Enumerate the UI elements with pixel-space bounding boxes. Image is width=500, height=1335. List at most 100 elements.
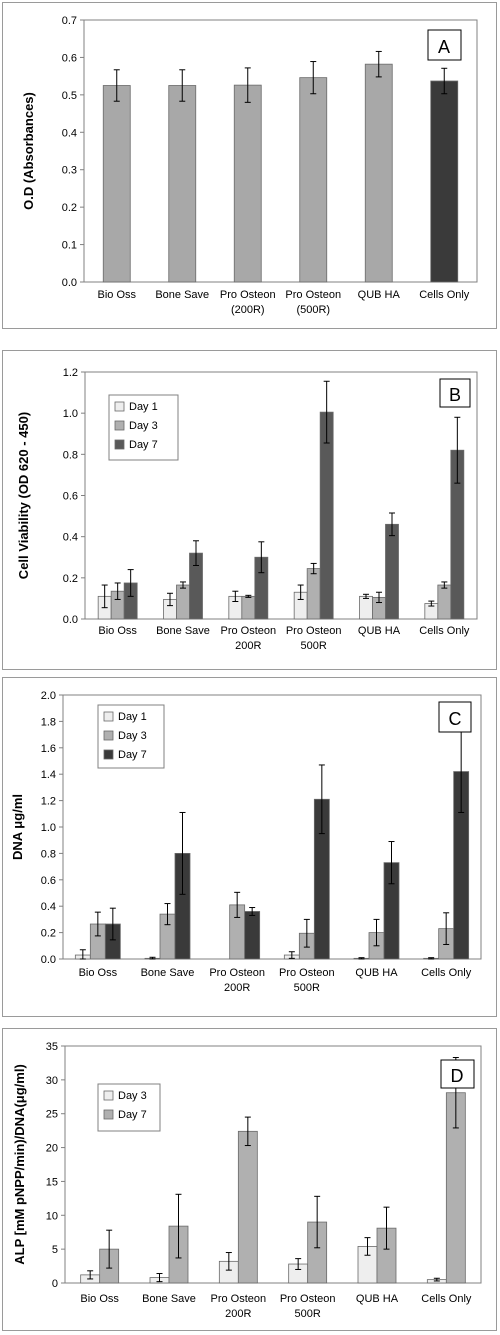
chart-c: 0.0 0.2 0.4 0.6 0.8 1.0 1.2 1.4 1.6 1.8 2.0 DNA μg/…: [10, 690, 482, 994]
bar: [233, 84, 262, 283]
x-tick-label: Pro Osteon 200R: [209, 967, 265, 994]
y-tick-label: 20: [46, 1143, 58, 1155]
plot-area: [83, 19, 478, 283]
x-tick-label: Bio Oss: [79, 967, 118, 979]
y-tick-label: 0.0: [62, 277, 77, 289]
chart-a: 0.0 0.1 0.2 0.3 0.4 0.5 0.6 0.7 O.D (Absorbances…: [21, 15, 478, 316]
bar: [385, 523, 399, 620]
y-axis-title: ALP [mM pNPP/min)/DNA(μg/ml): [12, 1064, 27, 1265]
legend-swatch: [103, 730, 114, 741]
x-tick-label: QUB HA: [358, 625, 401, 637]
bar: [102, 85, 131, 283]
y-tick-label: 0.4: [63, 532, 78, 544]
bar: [237, 1130, 258, 1284]
y-tick-label: 30: [46, 1075, 58, 1087]
y-tick-label: 0.8: [63, 449, 78, 461]
bar: [437, 584, 452, 620]
y-tick-label: 0.4: [41, 901, 56, 913]
y-tick-label: 1.2: [41, 796, 56, 808]
y-tick-label: 0.6: [63, 491, 78, 503]
x-tick-label: Bone Save: [141, 967, 195, 979]
x-tick-label: Bio Oss: [97, 289, 136, 301]
y-tick-label: 5: [52, 1244, 58, 1256]
bar: [306, 568, 321, 620]
x-tick-label: Bio Oss: [80, 1293, 119, 1305]
x-tick-label: Pro Osteon 200R: [211, 1293, 267, 1320]
y-tick-label: 1.4: [41, 769, 56, 781]
x-tick-label: Pro Osteon 500R: [280, 1293, 336, 1320]
y-tick-label: 0.2: [63, 573, 78, 585]
y-tick-label: 0.6: [62, 52, 77, 64]
chart-panel-b: 0.0 0.2 0.4 0.6 0.8 1.0 1.2 Cell Viability (OD …: [2, 350, 497, 670]
chart-panel-c: 0.0 0.2 0.4 0.6 0.8 1.0 1.2 1.4 1.6 1.8 2.0 DNA μg/…: [2, 677, 497, 1017]
legend-swatch: [103, 1109, 114, 1120]
legend-label: Day 7: [118, 749, 147, 761]
y-tick-label: 0.7: [62, 15, 77, 27]
panel-label: A: [438, 37, 450, 57]
y-tick-label: 1.0: [63, 408, 78, 420]
x-tick-label: Pro Osteon 200R: [221, 625, 277, 652]
legend-label: Day 3: [118, 1090, 147, 1102]
legend-swatch: [114, 401, 125, 412]
chart-b: 0.0 0.2 0.4 0.6 0.8 1.0 1.2 Cell Viability (OD …: [16, 367, 478, 652]
y-tick-label: 2.0: [41, 690, 56, 702]
legend-swatch: [114, 439, 125, 450]
y-tick-label: 1.6: [41, 743, 56, 755]
x-tick-label: Pro Osteon (500R): [285, 289, 341, 316]
legend-label: Day 3: [129, 420, 158, 432]
legend-label: Day 7: [129, 439, 158, 451]
legend-swatch: [103, 749, 114, 760]
y-tick-label: 0.0: [63, 614, 78, 626]
panel-label-box: [440, 1059, 475, 1089]
x-tick-label: QUB HA: [356, 1293, 399, 1305]
y-tick-label: 0.4: [62, 127, 77, 139]
y-axis-title: O.D (Absorbances): [21, 92, 36, 210]
y-tick-label: 0.8: [41, 848, 56, 860]
bar: [359, 595, 373, 620]
y-tick-label: 25: [46, 1109, 58, 1121]
panel-label-box: [427, 29, 462, 61]
panel-label-box: [438, 701, 472, 733]
x-tick-label: Pro Osteon (200R): [220, 289, 276, 316]
legend-swatch: [103, 1090, 114, 1101]
y-tick-label: 1.0: [41, 822, 56, 834]
y-tick-label: 0.3: [62, 165, 77, 177]
y-axis-title: Cell Viability (OD 620 - 450): [16, 412, 31, 579]
y-tick-label: 0.6: [41, 875, 56, 887]
bar: [430, 80, 459, 283]
x-tick-label: Bio Oss: [98, 625, 137, 637]
x-tick-label: Cells Only: [419, 625, 470, 637]
x-tick-label: QUB HA: [358, 289, 401, 301]
y-tick-label: 15: [46, 1176, 58, 1188]
chart-d: 0 5 10 15 20 25 30 35 ALP [mM pNPP/min)/DNA(μg/m…: [12, 1041, 482, 1320]
x-tick-label: QUB HA: [355, 967, 398, 979]
bar: [176, 584, 190, 620]
y-tick-label: 1.2: [63, 367, 78, 379]
bar: [241, 595, 256, 620]
bar: [299, 77, 328, 283]
bar: [244, 911, 261, 960]
x-tick-label: Pro Osteon 500R: [279, 967, 335, 994]
x-tick-label: Pro Osteon 500R: [286, 625, 342, 652]
y-tick-label: 1.8: [41, 716, 56, 728]
panel-label: B: [449, 385, 461, 405]
x-tick-label: Bone Save: [155, 289, 209, 301]
panel-label-box: [439, 378, 471, 408]
legend-swatch: [103, 711, 114, 722]
y-tick-label: 0.2: [41, 928, 56, 940]
panel-label: D: [451, 1066, 464, 1086]
y-tick-label: 0.2: [62, 202, 77, 214]
chart-panel-a: 0.0 0.1 0.2 0.3 0.4 0.5 0.6 0.7 O.D (Absorbances…: [2, 2, 497, 329]
legend-label: Day 1: [118, 711, 147, 723]
legend-label: Day 7: [118, 1109, 147, 1121]
x-tick-label: Bone Save: [142, 1293, 196, 1305]
y-axis-title: DNA μg/ml: [10, 794, 25, 860]
y-tick-label: 0: [52, 1278, 58, 1290]
x-tick-label: Cells Only: [421, 967, 472, 979]
y-tick-label: 0.5: [62, 90, 77, 102]
x-tick-label: Bone Save: [156, 625, 210, 637]
x-tick-label: Cells Only: [421, 1293, 472, 1305]
legend-swatch: [114, 420, 125, 431]
y-tick-label: 0.0: [41, 954, 56, 966]
bar: [364, 63, 393, 283]
